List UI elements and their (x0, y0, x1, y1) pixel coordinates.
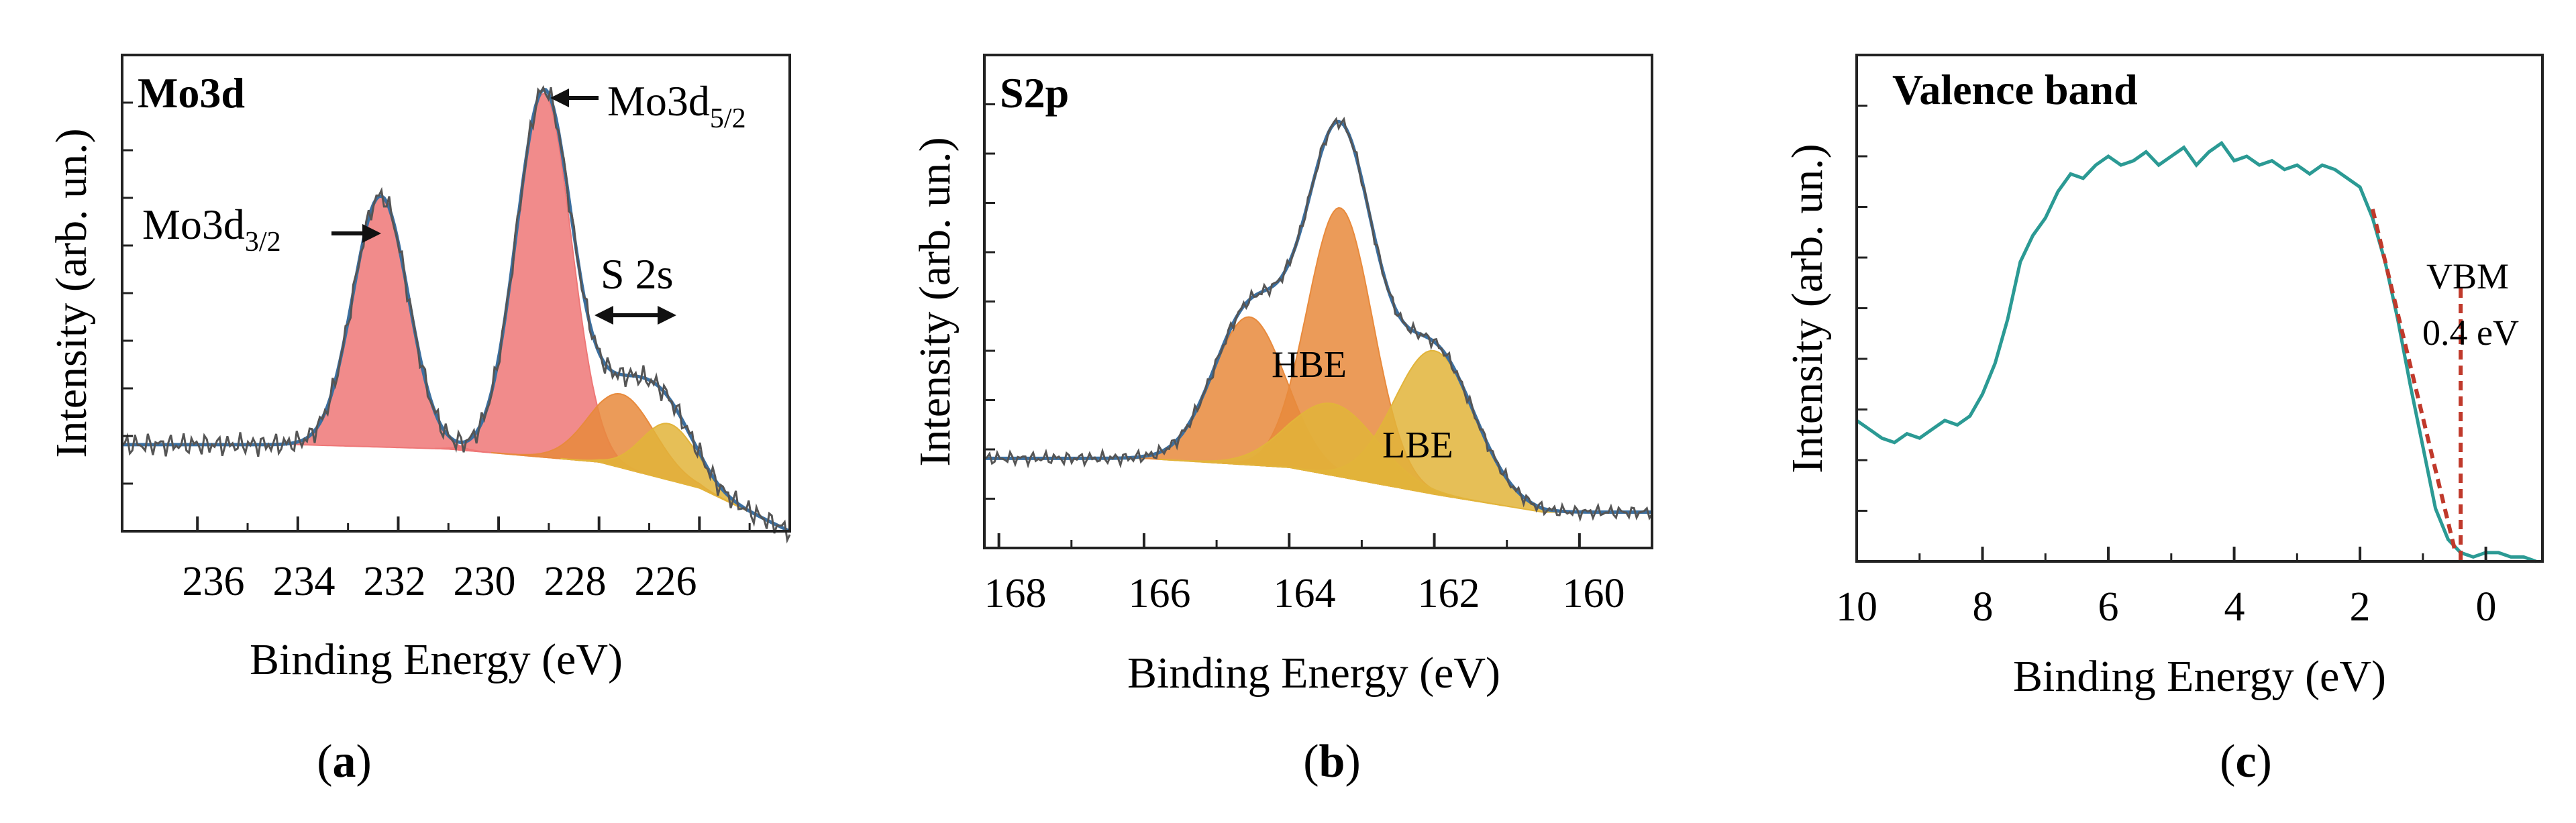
tick-label: 228 (544, 559, 607, 604)
arrow-right-icon (331, 224, 381, 243)
panel-letter: a (333, 736, 356, 787)
tick-label: 160 (1563, 571, 1625, 616)
vbm-fit-line (2370, 209, 2457, 549)
panel-c-ylabel: Intensity (arb. un.) (1783, 144, 1832, 473)
annotation-mo3d52: Mo3d5/2 (607, 77, 746, 134)
annotation-hbe: HBE (1272, 344, 1347, 386)
panel-c-xlabel: Binding Energy (eV) (2013, 652, 2386, 701)
panel-b-xlabel: Binding Energy (eV) (1127, 649, 1500, 698)
tick-label: 234 (273, 559, 336, 604)
tick-label: 236 (183, 559, 245, 604)
panel-b-ticks (984, 103, 1581, 548)
panel-letter: b (1319, 736, 1345, 787)
tick-label: 164 (1274, 571, 1336, 616)
annotation-subscript: 5/2 (710, 103, 746, 134)
panel-c: 10 8 6 4 2 0 Valence band Binding Energy… (1783, 54, 2544, 787)
tick-label: 168 (984, 571, 1047, 616)
panel-b-ylabel: Intensity (arb. un.) (911, 137, 960, 466)
annotation-vbm-value: 0.4 eV (2422, 313, 2519, 353)
tick-label: 4 (2224, 584, 2245, 630)
panel-b-label: (b) (1303, 736, 1361, 787)
tick-label: 2 (2350, 584, 2371, 630)
annotation-main: Mo3d (607, 77, 710, 125)
panel-a-xlabel: Binding Energy (eV) (250, 635, 623, 684)
peak-lbe-2p1-2 (1159, 402, 1506, 507)
panel-a-ticks (122, 101, 751, 531)
panel-b-title: S2p (1000, 69, 1069, 117)
panel-c-label: (c) (2220, 736, 2272, 787)
tick-label: 6 (2098, 584, 2119, 630)
annotation-s2s: S 2s (601, 250, 674, 298)
panel-letter: c (2235, 736, 2256, 787)
panel-c-title: Valence band (1892, 66, 2138, 113)
annotation-main: Mo3d (142, 201, 245, 248)
panel-b: 168 166 164 162 160 S2p Binding Energy (… (911, 54, 1653, 787)
panel-a-title: Mo3d (138, 69, 245, 117)
panel-c-tick-labels: 10 8 6 4 2 0 (1836, 584, 2497, 630)
panel-c-spectrum (1855, 140, 2537, 563)
panel-b-fills (1104, 207, 1594, 513)
annotation-lbe: LBE (1382, 425, 1453, 466)
tick-label: 232 (364, 559, 426, 604)
arrow-left-icon (550, 89, 599, 107)
tick-label: 226 (635, 559, 697, 604)
panel-a: 236 234 232 230 228 226 Mo3d Binding Ene… (47, 54, 791, 787)
panel-b-tick-labels: 168 166 164 162 160 (984, 571, 1625, 616)
tick-label: 166 (1129, 571, 1191, 616)
annotation-subscript: 3/2 (245, 227, 281, 258)
tick-label: 230 (454, 559, 516, 604)
tick-label: 8 (1973, 584, 1994, 630)
tick-label: 10 (1836, 584, 1877, 630)
annotation-vbm: VBM (2426, 256, 2509, 296)
panel-c-ticks (1855, 105, 2487, 561)
double-arrow-icon (595, 306, 676, 325)
panel-a-tick-labels: 236 234 232 230 228 226 (183, 559, 697, 604)
annotation-mo3d32: Mo3d3/2 (142, 201, 281, 258)
peak-mo3d3-2 (270, 195, 491, 453)
panel-a-label: (a) (317, 736, 372, 787)
panel-b-raw-data (984, 117, 1653, 523)
panel-a-ylabel: Intensity (arb. un.) (47, 128, 96, 457)
tick-label: 0 (2476, 584, 2497, 630)
panel-a-raw-data (121, 85, 791, 544)
tick-label: 162 (1418, 571, 1480, 616)
